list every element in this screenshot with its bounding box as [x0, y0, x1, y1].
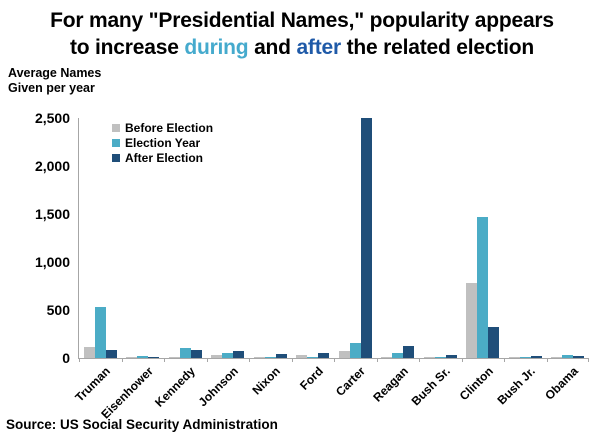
bar-bush-jr-before-election	[508, 357, 520, 358]
bar-bush-sr-after-election	[445, 355, 457, 358]
bar-johnson-after-election	[233, 351, 245, 358]
title-text: to increase	[69, 36, 185, 59]
bar-nixon-election-year	[264, 357, 276, 358]
x-axis-tick	[249, 358, 250, 362]
y-tick-label-1-000: 1,000	[34, 254, 70, 270]
x-axis-tick	[419, 358, 420, 362]
x-axis-tick	[334, 358, 335, 362]
x-axis-tick	[504, 358, 505, 362]
chart-title-line2: to increase during and after the related…	[0, 34, 604, 61]
bar-carter-after-election	[360, 118, 372, 358]
x-axis-tick	[79, 358, 80, 362]
x-axis-tick	[588, 358, 589, 362]
legend-item-after-election: After Election	[112, 150, 213, 165]
bar-carter-before-election	[338, 351, 350, 358]
bar-eisenhower-election-year	[137, 356, 149, 358]
legend-swatch-icon	[112, 123, 120, 132]
bar-obama-election-year	[562, 355, 574, 358]
chart-title: For many "Presidential Names," popularit…	[0, 7, 604, 61]
bar-nixon-before-election	[253, 357, 265, 358]
legend: Before Election Election Year After Electi…	[112, 120, 213, 165]
bar-reagan-before-election	[381, 357, 393, 358]
bar-eisenhower-after-election	[148, 357, 160, 358]
y-tick-label-2-000: 2,000	[34, 158, 70, 174]
bar-obama-before-election	[551, 357, 563, 358]
bar-carter-election-year	[349, 343, 361, 358]
bar-kennedy-election-year	[179, 348, 191, 358]
y-tick-label-2-500: 2,500	[34, 110, 70, 126]
bar-group-eisenhower	[122, 118, 165, 358]
bar-bush-jr-after-election	[530, 356, 542, 358]
chart-title-line1: For many "Presidential Names," popularit…	[50, 9, 554, 32]
legend-label: Before Election	[125, 120, 214, 135]
bar-bush-jr-election-year	[519, 357, 531, 358]
bar-truman-after-election	[105, 350, 117, 358]
y-tick-label-0: 0	[62, 350, 70, 366]
bar-group-ford	[292, 118, 335, 358]
y-axis-title: Average Names Given per year	[8, 66, 101, 96]
bar-group-obama	[547, 118, 590, 358]
y-axis-title-line1: Average Names	[8, 66, 102, 80]
bar-ford-election-year	[307, 357, 319, 358]
bar-kennedy-before-election	[168, 357, 180, 358]
bar-truman-election-year	[94, 307, 106, 358]
title-text: and	[248, 36, 297, 59]
legend-swatch-icon	[112, 138, 120, 147]
y-tick-label-500: 500	[46, 302, 70, 318]
legend-item-before-election: Before Election	[112, 120, 213, 135]
bar-clinton-before-election	[466, 283, 478, 358]
bar-group-bush-sr	[419, 118, 462, 358]
bar-group-nixon	[249, 118, 292, 358]
y-tick-label-1-500: 1,500	[34, 206, 70, 222]
bar-group-carter	[334, 118, 377, 358]
bar-group-kennedy	[164, 118, 207, 358]
legend-item-election-year: Election Year	[112, 135, 213, 150]
bar-ford-after-election	[318, 353, 330, 358]
x-axis-tick	[462, 358, 463, 362]
y-axis-title-line2: Given per year	[8, 81, 95, 95]
bar-nixon-after-election	[275, 354, 287, 358]
source-note: Source: US Social Security Administratio…	[6, 417, 278, 432]
bar-group-reagan	[377, 118, 420, 358]
bar-bush-sr-before-election	[423, 357, 435, 358]
title-text: the related election	[340, 36, 535, 59]
bar-reagan-after-election	[403, 346, 415, 358]
x-axis-tick	[164, 358, 165, 362]
bar-group-truman	[79, 118, 122, 358]
bar-clinton-election-year	[477, 217, 489, 358]
plot-area	[78, 118, 590, 362]
legend-swatch-icon	[112, 153, 120, 162]
legend-label: After Election	[125, 150, 204, 165]
x-axis-tick	[547, 358, 548, 362]
title-during-word: during	[184, 36, 249, 59]
x-axis-tick	[292, 358, 293, 362]
x-axis-tick	[122, 358, 123, 362]
bar-truman-before-election	[83, 347, 95, 358]
bar-kennedy-after-election	[190, 350, 202, 358]
bar-group-bush-jr	[504, 118, 547, 358]
title-after-word: after	[296, 36, 341, 59]
bar-clinton-after-election	[488, 327, 500, 358]
bar-eisenhower-before-election	[126, 357, 138, 358]
legend-label: Election Year	[125, 135, 201, 150]
x-axis-tick	[207, 358, 208, 362]
bar-ford-before-election	[296, 355, 308, 358]
bar-johnson-election-year	[222, 353, 234, 358]
bar-reagan-election-year	[392, 353, 404, 358]
bar-group-clinton	[462, 118, 505, 358]
bar-bush-sr-election-year	[434, 357, 446, 358]
bar-group-johnson	[207, 118, 250, 358]
x-axis-tick	[377, 358, 378, 362]
bar-johnson-before-election	[211, 355, 223, 358]
bar-obama-after-election	[573, 356, 585, 358]
